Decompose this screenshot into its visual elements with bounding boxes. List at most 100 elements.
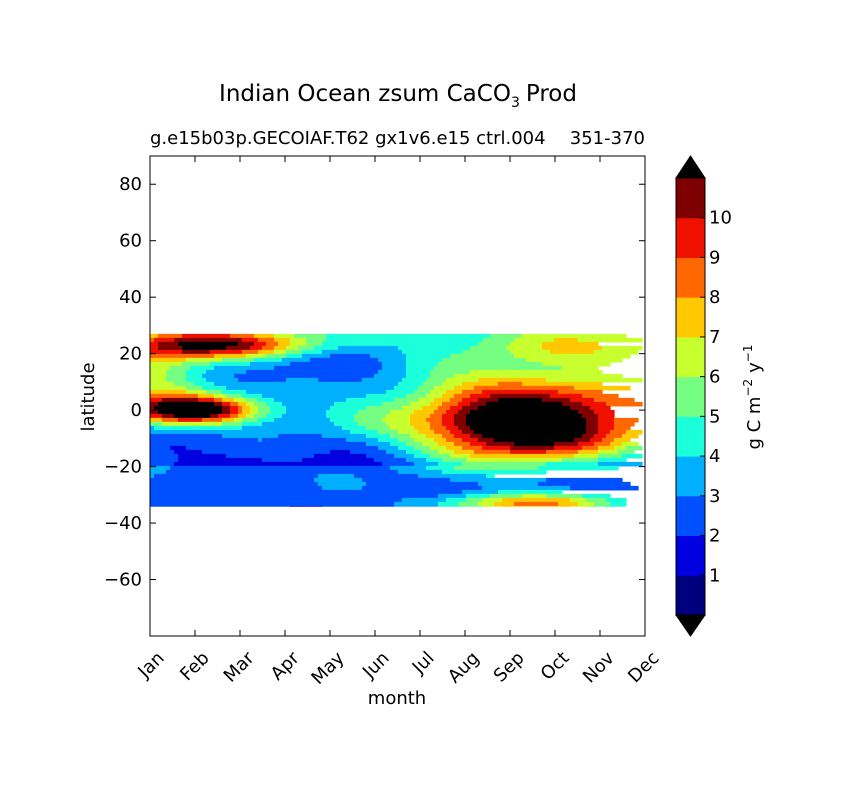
contour-cell	[386, 449, 407, 455]
contour-cell	[462, 381, 499, 387]
contour-cell	[242, 409, 251, 415]
contour-cell	[430, 453, 451, 459]
contour-cell	[606, 497, 627, 503]
colorbar-tick-label: 6	[709, 367, 720, 388]
colorbar-segment	[676, 217, 705, 258]
contour-cell	[546, 493, 583, 499]
contour-cell	[270, 405, 287, 411]
contour-cell	[226, 393, 243, 399]
contour-cell	[286, 405, 331, 411]
contour-cell	[198, 397, 215, 403]
contour-cell	[586, 417, 599, 423]
contour-cell	[334, 421, 359, 427]
x-tick-label: Nov	[579, 647, 619, 687]
contour-cell	[222, 433, 279, 439]
contour-cell	[150, 357, 187, 363]
contour-cell	[618, 449, 635, 455]
contour-cell	[378, 437, 399, 443]
contour-cell	[254, 341, 267, 347]
contour-cell	[326, 409, 359, 415]
contour-cell	[242, 393, 263, 399]
contour-cell	[202, 449, 331, 455]
contour-cell	[450, 397, 463, 403]
contour-cell	[582, 445, 599, 451]
contour-cell	[406, 369, 431, 375]
contour-cell	[446, 445, 463, 451]
contour-cell	[366, 481, 479, 487]
contour-cell	[250, 409, 259, 415]
contour-cell	[278, 433, 323, 439]
contour-cell	[334, 401, 383, 407]
contour-cell	[414, 437, 435, 443]
contour-cell	[398, 437, 415, 443]
contour-cell	[458, 401, 471, 407]
contour-cell	[430, 445, 447, 451]
contour-cell	[158, 401, 215, 407]
contour-cell	[282, 413, 327, 419]
contour-cell	[162, 397, 199, 403]
contour-cell	[362, 485, 483, 491]
contour-cell	[478, 501, 495, 507]
contour-cell	[522, 493, 547, 499]
contour-cell	[242, 337, 259, 343]
contour-cell	[150, 349, 183, 355]
contour-cell	[446, 425, 459, 431]
contour-cell	[430, 421, 443, 427]
contour-cell	[258, 405, 271, 411]
contour-cell	[258, 437, 263, 443]
colorbar-tick-label: 3	[709, 486, 720, 507]
contour-cell	[226, 385, 395, 391]
contour-cell	[170, 445, 187, 451]
colorbar: 1 2 3 4 5 6 7 8 9 10	[675, 155, 732, 637]
contour-cell	[442, 413, 455, 419]
contour-cell	[590, 437, 603, 443]
contour-cell	[234, 397, 247, 403]
contour-cell	[150, 397, 163, 403]
contour-cell	[482, 497, 503, 503]
contour-cell	[406, 457, 427, 463]
contour-cell	[438, 441, 455, 447]
colorbar-segment	[676, 376, 705, 417]
contour-cell	[390, 465, 427, 471]
contour-cell	[462, 437, 479, 443]
contour-cell	[458, 409, 471, 415]
contour-cell	[422, 449, 439, 455]
contour-cell	[594, 501, 611, 507]
contour-cell	[398, 469, 443, 475]
contour-cell	[378, 429, 399, 435]
x-tick-label: May	[307, 647, 348, 688]
contour-cell	[162, 413, 175, 419]
contour-cell	[414, 389, 431, 395]
contour-cell	[578, 449, 599, 455]
contour-cell	[410, 433, 427, 439]
contour-cell	[614, 425, 631, 431]
contour-cell	[302, 349, 323, 355]
contour-cell	[394, 385, 419, 391]
contour-cell	[514, 353, 631, 359]
contour-cell	[482, 445, 511, 451]
colorbar-segment	[676, 297, 705, 338]
contour-cell	[478, 377, 547, 383]
contour-cell	[390, 425, 415, 431]
contour-cell	[578, 441, 595, 447]
contour-cell	[158, 333, 183, 339]
contour-cell	[442, 433, 455, 439]
x-tick-label: Jul	[408, 648, 439, 679]
contour-cell	[562, 365, 599, 371]
contour-cell	[178, 453, 227, 459]
contour-cell	[510, 449, 547, 455]
colorbar-segment	[676, 535, 705, 576]
contour-cell	[490, 333, 523, 339]
contour-cell	[154, 405, 223, 411]
contour-cell	[482, 485, 571, 491]
contour-cell	[546, 377, 643, 383]
contour-cell	[442, 469, 547, 475]
contour-cell	[562, 457, 599, 463]
contour-cell	[222, 397, 235, 403]
contour-cell	[578, 337, 643, 343]
contour-cell	[406, 353, 451, 359]
contour-cell	[242, 425, 343, 431]
contour-cell	[182, 333, 231, 339]
contour-cell	[450, 353, 515, 359]
contour-cell	[462, 349, 511, 355]
